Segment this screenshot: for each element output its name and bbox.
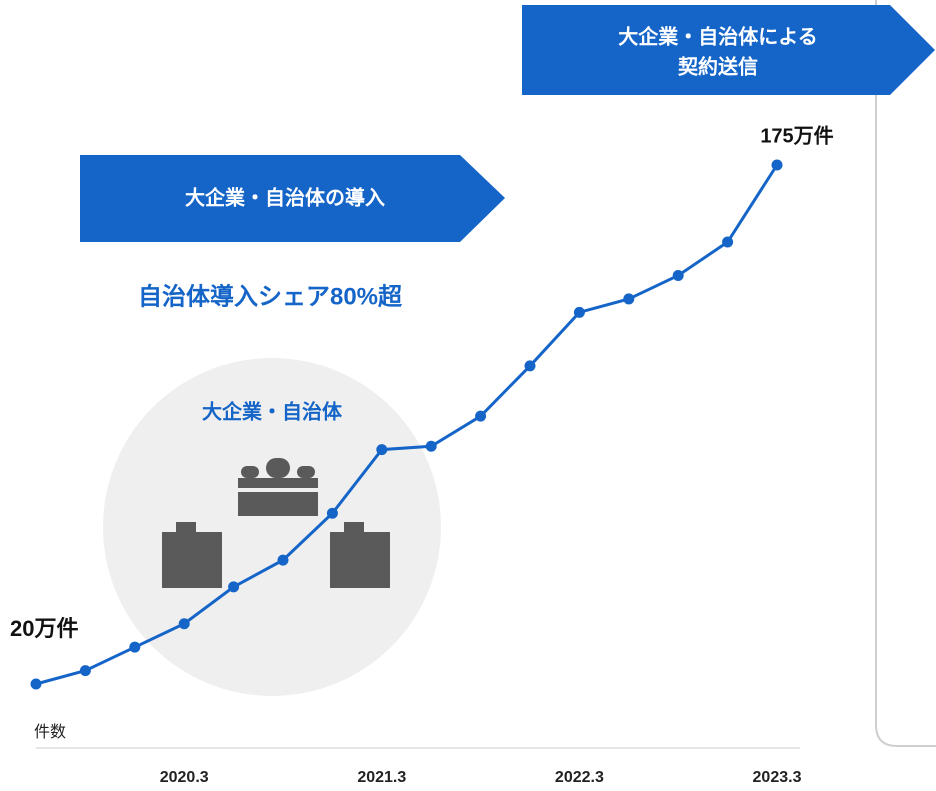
city-hall-icon — [238, 458, 318, 516]
point — [771, 159, 783, 171]
highlight-circle — [103, 358, 441, 696]
point — [524, 360, 536, 372]
x-tick-label: 2021.3 — [357, 769, 406, 786]
point — [722, 236, 734, 248]
line — [35, 164, 779, 686]
banner-text: 契約送信 — [677, 54, 758, 78]
building-icon-left — [162, 522, 222, 588]
point — [672, 269, 684, 281]
banner — [522, 5, 935, 95]
point — [376, 444, 388, 456]
point — [326, 507, 338, 519]
point — [79, 665, 91, 677]
point — [30, 678, 42, 690]
x-tick-label: 2022.3 — [555, 769, 604, 786]
point — [178, 618, 190, 630]
point — [475, 410, 487, 422]
x-tick-label: 2020.3 — [160, 769, 209, 786]
building-icon-right — [330, 522, 390, 588]
point — [425, 440, 437, 452]
value-label: 175万件 — [760, 123, 833, 147]
point — [573, 306, 585, 318]
point — [228, 581, 240, 593]
point — [277, 554, 289, 566]
value-label: 20万件 — [10, 616, 78, 641]
banner — [80, 155, 505, 242]
point — [129, 641, 141, 653]
share-text: 自治体導入シェア80%超 — [138, 282, 403, 310]
axis-label: 件数 — [34, 723, 66, 741]
point — [623, 293, 635, 305]
banner-text: 大企業・自治体による — [618, 24, 817, 48]
banner-text: 大企業・自治体の導入 — [185, 185, 385, 209]
circle-label: 大企業・自治体 — [202, 399, 343, 423]
side-panel — [875, 0, 936, 747]
icons — [162, 458, 390, 588]
x-tick-label: 2023.3 — [753, 769, 802, 786]
